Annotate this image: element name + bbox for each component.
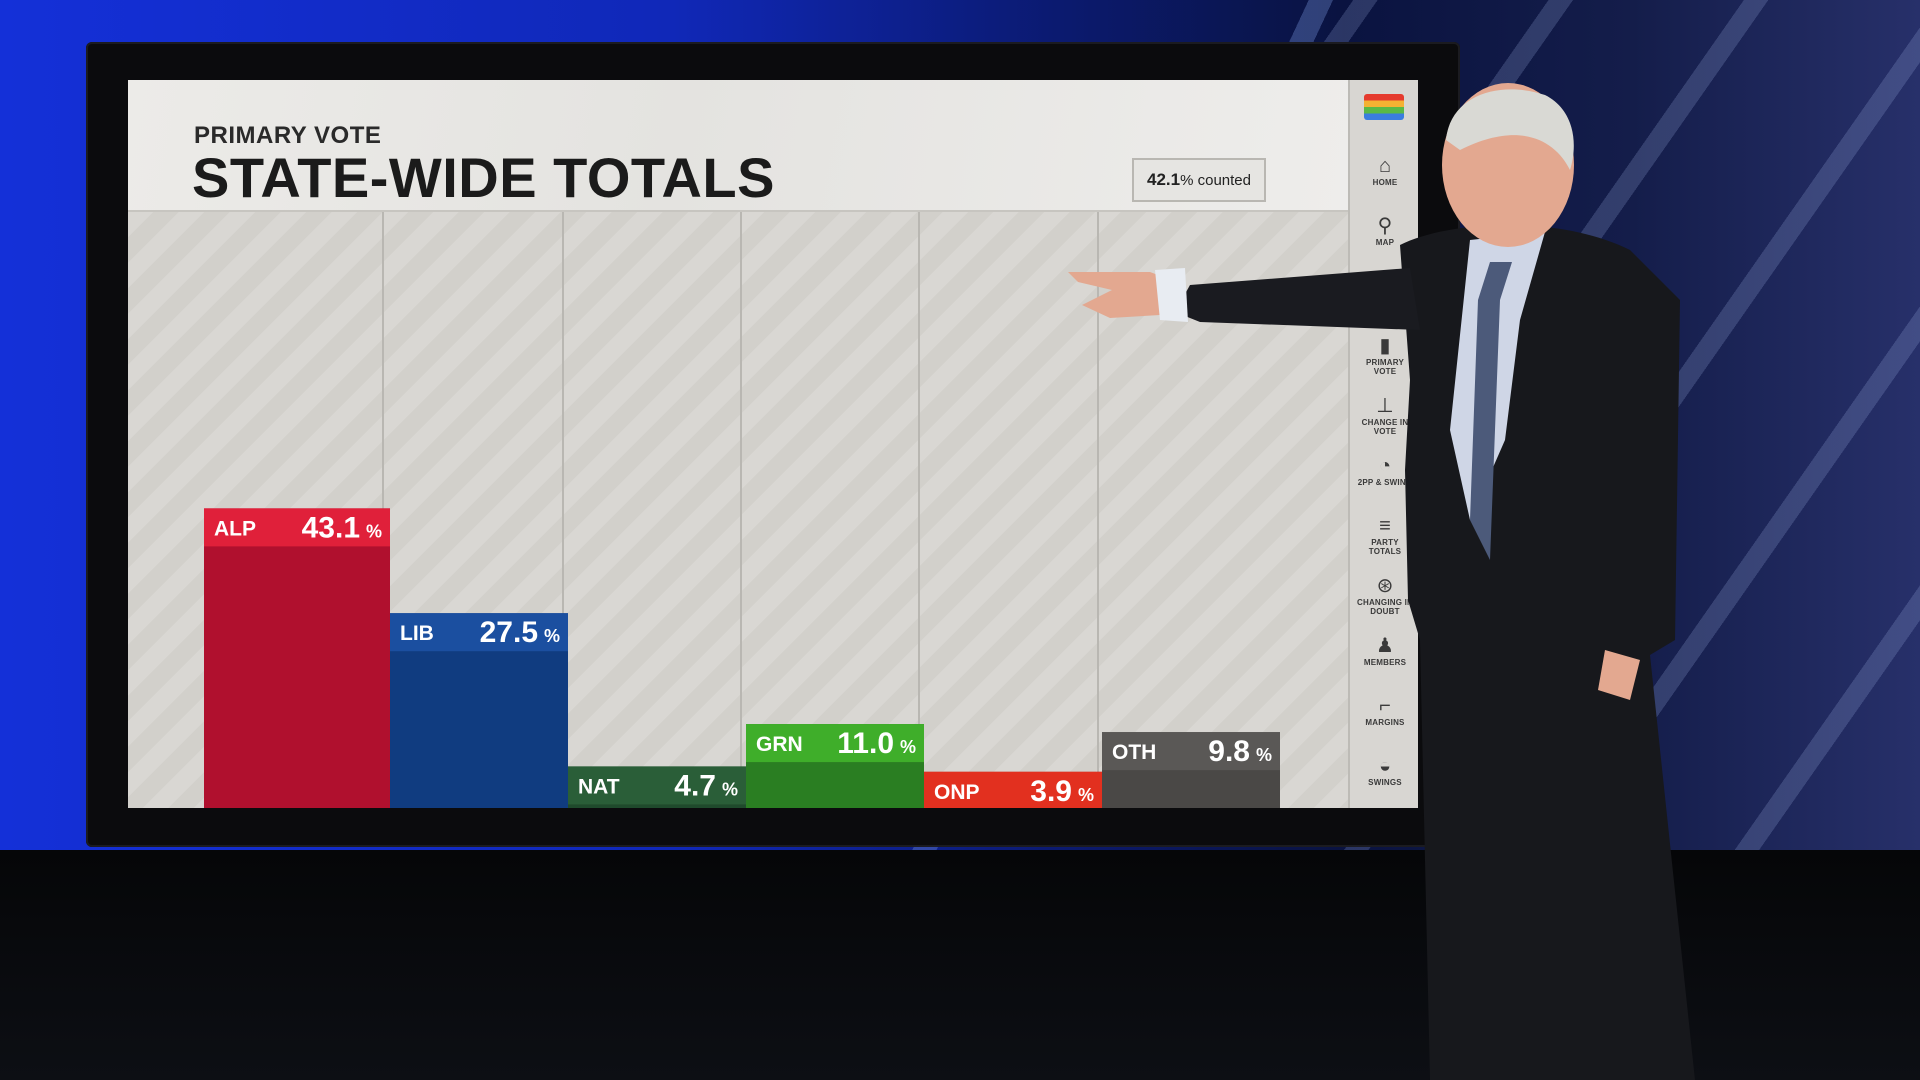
menu-item-label: PARTY TOTALS bbox=[1368, 538, 1402, 556]
bar-oth-unit-label: % bbox=[1256, 745, 1272, 765]
bar-oth-value-label: 9.8 bbox=[1208, 735, 1250, 768]
side-menu: ⌂ HOME ⚲ MAP ▮ PRIMARY VOTE ⊥ CHANGE IN VOTE ◔ 2P… bbox=[1348, 80, 1418, 808]
map-pin-icon: ⚲ bbox=[1377, 215, 1393, 237]
bar-lib-label-band bbox=[390, 613, 568, 652]
chart-header: PRIMARY VOTE STATE-WIDE TOTALS 42.1% cou… bbox=[128, 80, 1348, 212]
party-totals-icon: ≡ bbox=[1379, 515, 1391, 537]
bar-onp-label-band bbox=[924, 771, 1102, 808]
bar-grn-party-label: GRN bbox=[756, 733, 803, 756]
bar-lib-unit-label: % bbox=[544, 626, 560, 646]
bar-grn: GRN 11.0% bbox=[746, 724, 924, 808]
home-icon: ⌂ bbox=[1378, 155, 1392, 177]
bar-nat: NAT 4.7% bbox=[568, 766, 746, 808]
bar-alp-fill bbox=[204, 508, 390, 808]
bar-grn-unit-label: % bbox=[900, 737, 916, 757]
bar-grn-label-band bbox=[746, 724, 924, 763]
menu-item-members[interactable]: ♟ MEMBERS bbox=[1356, 630, 1414, 684]
menu-item-label: CHANGING IN DOUBT bbox=[1357, 598, 1413, 616]
chart-subtitle: PRIMARY VOTE bbox=[194, 122, 382, 149]
menu-item-party-totals[interactable]: ≡ PARTY TOTALS bbox=[1356, 510, 1414, 564]
bar-alp: ALP 43.1% bbox=[204, 508, 390, 808]
bar-chart-area: ALP 43.1% LIB 27.5% NAT 4.7% GRN 11.0% ONP 3.9% OT… bbox=[128, 212, 1348, 808]
bar-nat-label-band bbox=[568, 766, 746, 805]
bar-oth-party-label: OTH bbox=[1112, 741, 1156, 764]
bar-nat-party-label: NAT bbox=[578, 775, 620, 798]
bar-lib: LIB 27.5% bbox=[390, 613, 568, 808]
bar-onp-value-label: 3.9 bbox=[1030, 775, 1072, 808]
bar-alp-value-label: 43.1 bbox=[302, 511, 360, 544]
menu-item-primary-vote[interactable]: ▮ PRIMARY VOTE bbox=[1356, 330, 1414, 384]
menu-item-label: MAP bbox=[1375, 238, 1395, 247]
network-logo-icon bbox=[1364, 94, 1404, 120]
menu-item-home[interactable]: ⌂ HOME bbox=[1356, 150, 1414, 204]
bar-nat-unit-label: % bbox=[722, 779, 738, 799]
bar-oth: OTH 9.8% bbox=[1102, 732, 1280, 808]
bar-chart-icon: ▮ bbox=[1379, 335, 1391, 357]
bar-alp-unit-label: % bbox=[366, 521, 382, 541]
menu-item-change-in-vote[interactable]: ⊥ CHANGE IN VOTE bbox=[1356, 390, 1414, 444]
counted-suffix: % counted bbox=[1180, 172, 1251, 189]
menu-item-margins[interactable]: ⌐ MARGINS bbox=[1356, 690, 1414, 744]
counted-badge: 42.1% counted bbox=[1132, 158, 1266, 202]
bar-onp: ONP 3.9% bbox=[924, 771, 1102, 808]
bar-alp-label-band bbox=[204, 508, 390, 547]
menu-item-label: SWINGS bbox=[1368, 778, 1402, 787]
bar-oth-label-band bbox=[1102, 732, 1280, 771]
menu-item-changing-in-doubt[interactable]: ⊛ CHANGING IN DOUBT bbox=[1356, 570, 1414, 624]
menu-item-label: MARGINS bbox=[1365, 718, 1405, 727]
bar-onp-unit-label: % bbox=[1078, 785, 1094, 805]
members-icon: ♟ bbox=[1376, 635, 1394, 657]
bar-alp-party-label: ALP bbox=[214, 517, 256, 540]
primary-vote-bar-chart: ALP 43.1 %LIB 27.5 %NAT 4.7 %GRN 11.0 %ONP 3.9 %OT… bbox=[204, 212, 1280, 808]
menu-item-label: PRIMARY VOTE bbox=[1366, 358, 1404, 376]
bar-lib-party-label: LIB bbox=[400, 622, 434, 645]
studio-floor bbox=[0, 850, 1920, 1080]
menu-item-label: 2PP & SWING bbox=[1357, 478, 1413, 487]
in-doubt-icon: ⊛ bbox=[1376, 575, 1394, 597]
swings-icon: ◒ bbox=[1378, 755, 1392, 777]
bar-grn-value-label: 11.0 bbox=[837, 727, 894, 760]
margins-icon: ⌐ bbox=[1379, 695, 1391, 717]
menu-item-label: HOME bbox=[1372, 178, 1398, 187]
bar-nat-value-label: 4.7 bbox=[674, 769, 716, 802]
menu-item-map[interactable]: ⚲ MAP bbox=[1356, 210, 1414, 264]
bar-onp-party-label: ONP bbox=[934, 781, 980, 804]
menu-item-label: CHANGE IN VOTE bbox=[1361, 418, 1409, 436]
swing-icon: ◔ bbox=[1378, 455, 1392, 477]
touchscreen-display: PRIMARY VOTE STATE-WIDE TOTALS 42.1% cou… bbox=[128, 80, 1418, 808]
menu-item-swings[interactable]: ◒ SWINGS bbox=[1356, 750, 1414, 804]
chart-title: STATE-WIDE TOTALS bbox=[192, 146, 775, 209]
menu-item-label: MEMBERS bbox=[1363, 658, 1407, 667]
bar-lib-value-label: 27.5 bbox=[480, 616, 538, 649]
change-chart-icon: ⊥ bbox=[1376, 395, 1394, 417]
menu-item-2pp-swing[interactable]: ◔ 2PP & SWING bbox=[1356, 450, 1414, 504]
counted-value: 42.1 bbox=[1147, 170, 1181, 189]
